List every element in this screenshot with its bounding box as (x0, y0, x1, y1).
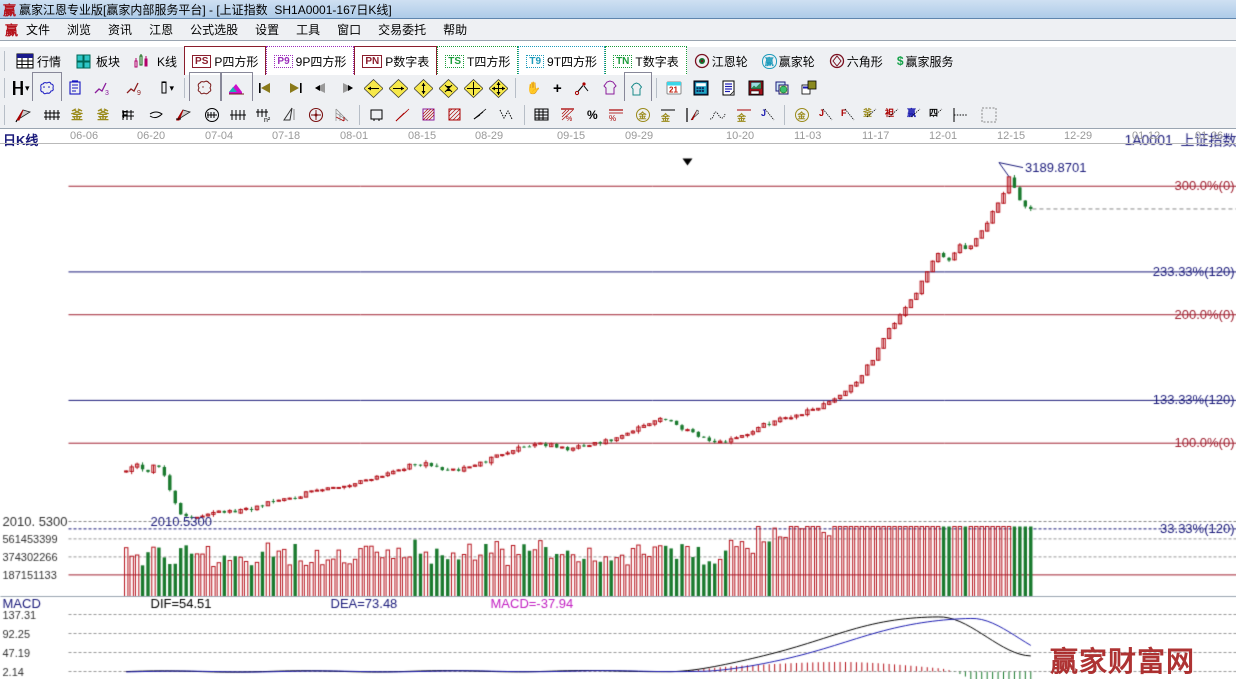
svg-text:金: 金 (736, 112, 747, 122)
svg-text:%: % (609, 114, 616, 122)
svg-text:釜: 釜 (70, 108, 84, 122)
svg-text:3: 3 (105, 90, 109, 96)
svg-text:21: 21 (669, 86, 678, 95)
svg-text:n²: n² (264, 117, 271, 123)
svg-text:金: 金 (796, 110, 806, 120)
svg-text:金: 金 (637, 110, 647, 120)
svg-text:%: % (566, 116, 572, 123)
svg-text:F: F (841, 108, 847, 118)
svg-text:釜: 釜 (96, 108, 110, 122)
svg-text:9: 9 (137, 90, 141, 96)
svg-text:金: 金 (660, 112, 671, 122)
